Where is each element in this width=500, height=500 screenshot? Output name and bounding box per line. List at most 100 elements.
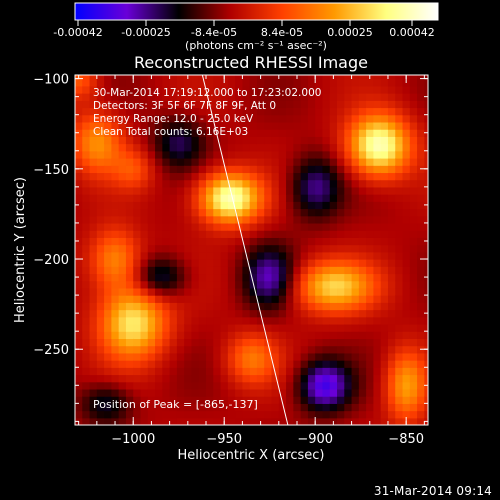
heatmap-cell bbox=[96, 157, 105, 166]
heatmap-cell bbox=[155, 323, 163, 332]
heatmap-cell bbox=[256, 237, 265, 246]
heatmap-cell bbox=[155, 403, 163, 412]
heatmap-cell bbox=[89, 172, 98, 181]
heatmap-cell bbox=[96, 85, 105, 94]
heatmap-cell bbox=[104, 230, 112, 238]
heatmap-cell bbox=[351, 266, 360, 275]
heatmap-cell bbox=[176, 309, 185, 318]
heatmap-cell bbox=[307, 266, 316, 275]
heatmap-cell bbox=[373, 179, 382, 188]
heatmap-cell bbox=[169, 410, 178, 419]
heatmap-cell bbox=[220, 136, 229, 145]
heatmap-cell bbox=[307, 75, 316, 80]
heatmap-cell bbox=[206, 287, 214, 296]
heatmap-cell bbox=[315, 259, 324, 267]
colorbar-units: (photons cm⁻² s⁻¹ asec⁻²) bbox=[185, 39, 327, 52]
heatmap-cell bbox=[104, 136, 112, 145]
heatmap-cell bbox=[256, 331, 265, 340]
heatmap-cell bbox=[220, 179, 229, 188]
heatmap-cell bbox=[417, 295, 425, 303]
heatmap-cell bbox=[293, 374, 302, 383]
heatmap-cell bbox=[169, 143, 178, 152]
heatmap-cell bbox=[213, 186, 222, 195]
heatmap-cell bbox=[286, 172, 294, 181]
heatmap-cell bbox=[271, 302, 280, 311]
heatmap-cell bbox=[366, 129, 375, 137]
heatmap-cell bbox=[387, 287, 396, 296]
heatmap-cell bbox=[286, 381, 294, 390]
heatmap-cell bbox=[409, 107, 418, 116]
heatmap-cell bbox=[286, 201, 294, 210]
heatmap-cell bbox=[380, 150, 389, 159]
heatmap-cell bbox=[278, 287, 287, 296]
heatmap-cell bbox=[322, 374, 331, 383]
heatmap-cell bbox=[176, 143, 185, 152]
heatmap-cell bbox=[264, 388, 273, 397]
heatmap-cell bbox=[118, 150, 127, 159]
heatmap-cell bbox=[75, 208, 83, 217]
heatmap-cell bbox=[344, 316, 353, 325]
heatmap-cell bbox=[395, 201, 404, 210]
heatmap-cell bbox=[322, 266, 331, 275]
heatmap-cell bbox=[380, 244, 389, 253]
heatmap-cell bbox=[118, 215, 127, 224]
heatmap-cell bbox=[155, 186, 163, 195]
heatmap-cell bbox=[147, 309, 156, 318]
heatmap-cell bbox=[242, 309, 251, 318]
heatmap-cell bbox=[125, 396, 134, 404]
heatmap-cell bbox=[395, 417, 404, 425]
heatmap-cell bbox=[271, 143, 280, 152]
heatmap-cell bbox=[300, 410, 309, 419]
heatmap-cell bbox=[387, 114, 396, 123]
heatmap-cell bbox=[75, 222, 83, 231]
heatmap-cell bbox=[271, 129, 280, 137]
heatmap-cell bbox=[315, 316, 324, 325]
heatmap-cell bbox=[155, 309, 163, 318]
heatmap-cell bbox=[155, 201, 163, 210]
heatmap-cell bbox=[82, 287, 91, 296]
heatmap-cell bbox=[409, 150, 418, 159]
heatmap-cell bbox=[373, 215, 382, 224]
heatmap-cell bbox=[315, 352, 324, 361]
heatmap-cell bbox=[104, 273, 112, 282]
heatmap-cell bbox=[169, 295, 178, 303]
heatmap-cell bbox=[191, 179, 200, 188]
heatmap-cell bbox=[125, 230, 134, 238]
heatmap-cell bbox=[380, 208, 389, 217]
heatmap-cell bbox=[133, 323, 142, 332]
heatmap-cell bbox=[402, 244, 411, 253]
heatmap-cell bbox=[191, 75, 200, 80]
heatmap-cell bbox=[169, 396, 178, 404]
heatmap-cell bbox=[329, 287, 338, 296]
heatmap-cell bbox=[380, 417, 389, 425]
heatmap-cell bbox=[111, 316, 120, 325]
heatmap-cell bbox=[395, 345, 404, 354]
heatmap-cell bbox=[125, 331, 134, 340]
heatmap-cell bbox=[198, 309, 207, 318]
heatmap-cell bbox=[220, 266, 229, 275]
heatmap-cell bbox=[82, 208, 91, 217]
heatmap-cell bbox=[75, 259, 83, 267]
heatmap-cell bbox=[104, 179, 112, 188]
heatmap-cell bbox=[278, 367, 287, 376]
heatmap-cell bbox=[271, 396, 280, 404]
heatmap-cell bbox=[286, 388, 294, 397]
heatmap-cell bbox=[249, 194, 258, 202]
heatmap-cell bbox=[169, 417, 178, 425]
heatmap-cell bbox=[344, 396, 353, 404]
heatmap-cell bbox=[235, 403, 243, 412]
heatmap-cell bbox=[380, 78, 389, 87]
heatmap-cell bbox=[162, 403, 171, 412]
heatmap-cell bbox=[409, 208, 418, 217]
heatmap-cell bbox=[409, 230, 418, 238]
heatmap-cell bbox=[176, 194, 185, 202]
heatmap-cell bbox=[417, 403, 425, 412]
heatmap-cell bbox=[82, 136, 91, 145]
heatmap-cell bbox=[366, 259, 375, 267]
heatmap-cell bbox=[184, 114, 193, 123]
heatmap-cell bbox=[227, 367, 236, 376]
heatmap-cell bbox=[358, 417, 367, 425]
heatmap-cell bbox=[271, 150, 280, 159]
heatmap-cell bbox=[315, 244, 324, 253]
heatmap-cell bbox=[227, 280, 236, 289]
